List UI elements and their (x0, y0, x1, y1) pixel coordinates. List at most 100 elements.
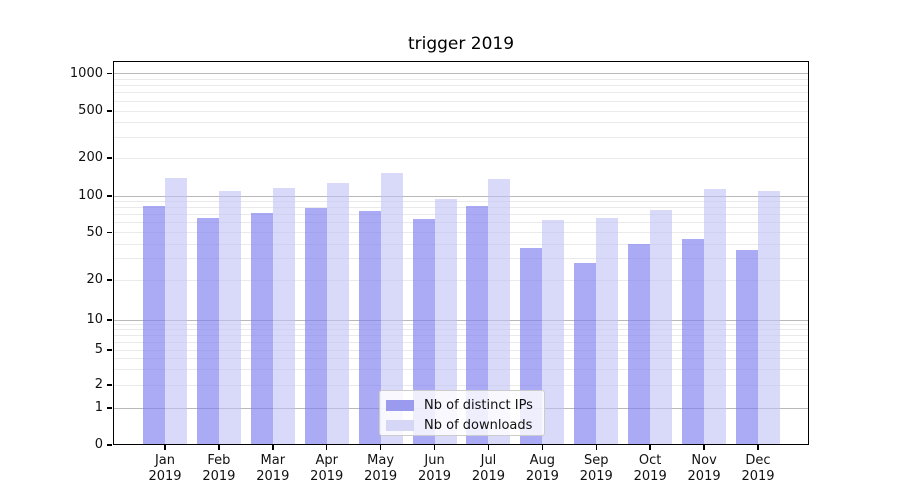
gridline-minor (114, 214, 808, 216)
bar-downloads-jan (165, 177, 187, 445)
x-label-jun: Jun 2019 (417, 453, 452, 484)
gridline-major (114, 319, 808, 321)
x-tick-may (379, 445, 382, 450)
bar-downloads-jul (488, 178, 511, 445)
x-tick-feb (218, 445, 220, 450)
gridline-major (114, 73, 808, 74)
bar-distinct-ips-oct (628, 244, 651, 445)
x-label-sep: Sep 2019 (579, 453, 613, 484)
y-tick-0 (107, 444, 112, 446)
bar-downloads-apr (326, 182, 349, 445)
bar-distinct-ips-feb (196, 217, 219, 445)
y-label-20: 20 (86, 272, 103, 287)
gridline-minor (114, 279, 808, 281)
bar-distinct-ips-dec (735, 249, 758, 445)
y-tick-200 (107, 157, 112, 159)
gridline-minor (114, 384, 808, 386)
legend-label-distinct-ips: Nb of distinct IPs (424, 398, 533, 413)
bar-downloads-nov (704, 189, 727, 445)
x-label-aug: Aug 2019 (525, 453, 559, 484)
bar-distinct-ips-jun (412, 218, 435, 445)
bar-downloads-may (380, 173, 403, 445)
y-tick-1 (107, 407, 112, 409)
bar-distinct-ips-mar (250, 212, 273, 445)
x-tick-mar (272, 445, 274, 450)
y-tick-100 (107, 195, 112, 197)
bar-distinct-ips-apr (304, 208, 327, 445)
y-label-200: 200 (78, 150, 103, 165)
gridline-minor (114, 121, 808, 123)
gridline-minor (114, 341, 808, 343)
gridline-major (114, 195, 808, 197)
bar-distinct-ips-jul (466, 206, 489, 445)
legend-label-downloads: Nb of downloads (424, 418, 533, 433)
gridline-minor (114, 358, 808, 360)
x-label-jan: Jan 2019 (148, 453, 182, 484)
bar-downloads-sep (596, 217, 619, 445)
bar-distinct-ips-nov (682, 239, 705, 445)
gridline-minor (114, 157, 808, 159)
x-label-mar: Mar 2019 (256, 453, 290, 484)
chart-title: trigger 2019 (407, 34, 515, 54)
gridline-minor (114, 222, 808, 224)
x-tick-sep (595, 445, 597, 450)
x-tick-jul (487, 445, 490, 450)
y-tick-20 (107, 279, 112, 281)
x-tick-apr (326, 445, 328, 450)
gridline-minor (114, 243, 808, 245)
y-label-5: 5 (94, 342, 103, 357)
gridline-minor (114, 334, 808, 336)
gridline-minor (114, 329, 808, 331)
y-label-500: 500 (78, 103, 103, 118)
bar-downloads-oct (650, 209, 673, 445)
x-tick-jan (164, 445, 166, 450)
legend-swatch-downloads (386, 420, 414, 431)
y-tick-5 (107, 349, 112, 351)
gridline-minor (114, 85, 808, 87)
x-label-nov: Nov 2019 (687, 453, 721, 484)
x-label-feb: Feb 2019 (202, 453, 236, 484)
bar-distinct-ips-sep (574, 262, 597, 445)
y-tick-10 (107, 319, 112, 321)
x-tick-dec (757, 445, 759, 450)
gridline-minor (114, 136, 808, 138)
legend: Nb of distinct IPs Nb of downloads (379, 390, 545, 436)
bar-downloads-jun (434, 199, 457, 445)
y-tick-50 (107, 231, 112, 234)
bar-downloads-mar (272, 188, 295, 445)
y-label-100: 100 (78, 188, 103, 203)
gridline-minor (114, 201, 808, 203)
y-label-10: 10 (86, 312, 103, 327)
bar-distinct-ips-may (358, 211, 381, 445)
bar-downloads-feb (218, 190, 241, 445)
x-tick-jun (433, 445, 436, 450)
y-label-0: 0 (94, 437, 103, 452)
legend-swatch-distinct-ips (386, 400, 414, 411)
x-label-apr: Apr 2019 (310, 453, 344, 484)
bar-downloads-dec (757, 190, 780, 445)
x-label-may: May 2019 (364, 453, 398, 484)
x-label-jul: Jul 2019 (471, 453, 505, 484)
gridline-minor (114, 349, 808, 351)
gridline-minor (114, 258, 808, 260)
gridline-minor (114, 110, 808, 112)
y-label-1000: 1000 (69, 65, 103, 81)
x-label-oct: Oct 2019 (633, 453, 667, 484)
gridline-minor (114, 207, 808, 209)
bar-distinct-ips-jan (143, 206, 165, 445)
legend-row-distinct-ips: Nb of distinct IPs (386, 397, 544, 414)
x-tick-nov (703, 445, 705, 450)
x-label-dec: Dec 2019 (741, 453, 775, 484)
y-tick-2 (107, 384, 112, 386)
gridline-minor (114, 232, 808, 233)
y-label-1: 1 (94, 400, 103, 415)
y-label-2: 2 (94, 377, 103, 392)
y-tick-500 (107, 110, 112, 112)
gridline-minor (114, 78, 808, 80)
x-tick-aug (541, 445, 544, 450)
gridline-minor (114, 100, 808, 102)
bar-downloads-aug (542, 220, 565, 445)
legend-row-downloads: Nb of downloads (386, 417, 544, 434)
x-tick-oct (649, 445, 651, 450)
